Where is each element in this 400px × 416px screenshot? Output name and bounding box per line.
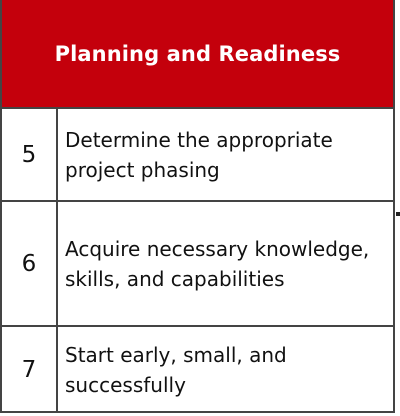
edge-mark bbox=[396, 212, 400, 216]
table-header: Planning and Readiness bbox=[2, 0, 393, 107]
row-number: 5 bbox=[2, 109, 58, 200]
row-text: Start early, small, and successfully bbox=[65, 343, 287, 397]
row-text: Determine the appropriate project phasin… bbox=[65, 127, 333, 182]
table-row: 7 Start early, small, and successfully bbox=[2, 325, 393, 413]
table-row: 5 Determine the appropriate project phas… bbox=[2, 107, 393, 200]
table-row: 6 Acquire necessary knowledge, skills, a… bbox=[2, 200, 393, 325]
row-number: 7 bbox=[2, 327, 58, 413]
row-number: 6 bbox=[2, 202, 58, 325]
row-text: Acquire necessary knowledge, skills, and… bbox=[65, 236, 370, 291]
